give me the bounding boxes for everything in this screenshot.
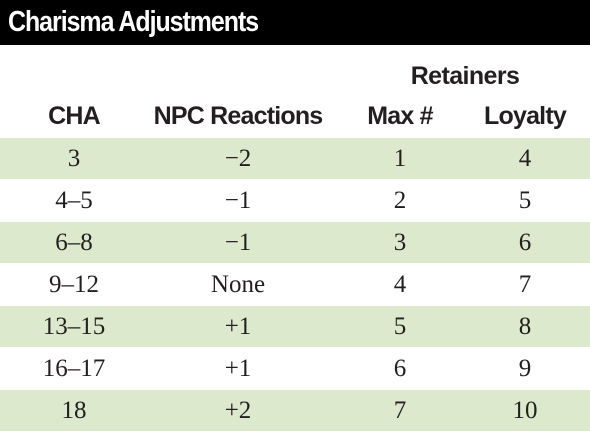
column-header-cha: CHA (48, 102, 101, 130)
cell-max-retainers: 3 (393, 229, 407, 256)
cell-max-retainers: 7 (393, 397, 407, 424)
table-title: Charisma Adjustments (8, 6, 259, 38)
table-body: 3 −2 1 4 4–5 −1 2 5 6–8 −1 3 6 9–12 None… (0, 138, 590, 432)
retainers-group-header: Retainers (410, 62, 520, 90)
cell-loyalty: 6 (518, 229, 532, 256)
cell-npc-reactions: −2 (224, 145, 252, 172)
column-headers: CHA NPC Reactions Max # Loyalty (0, 96, 590, 136)
cell-loyalty: 9 (518, 355, 532, 382)
cell-cha: 9–12 (49, 271, 99, 298)
cell-loyalty: 5 (518, 187, 532, 214)
cell-npc-reactions: −1 (224, 187, 252, 214)
cell-cha: 18 (61, 397, 87, 424)
cell-max-retainers: 1 (393, 145, 407, 172)
cell-npc-reactions: +1 (224, 355, 252, 382)
cell-max-retainers: 6 (393, 355, 407, 382)
cell-cha: 3 (67, 145, 81, 172)
title-bar: Charisma Adjustments (0, 0, 590, 45)
table-row: 9–12 None 4 7 (0, 264, 590, 305)
cell-npc-reactions: +2 (224, 397, 252, 424)
table-row: 16–17 +1 6 9 (0, 348, 590, 389)
cell-cha: 13–15 (42, 313, 106, 340)
cell-npc-reactions: None (210, 271, 266, 298)
table-row: 4–5 −1 2 5 (0, 180, 590, 221)
table-row: 3 −2 1 4 (0, 138, 590, 179)
cell-npc-reactions: +1 (224, 313, 252, 340)
table-row: 13–15 +1 5 8 (0, 306, 590, 347)
column-header-loyalty: Loyalty (484, 102, 567, 130)
cell-loyalty: 8 (518, 313, 532, 340)
column-header-npc-reactions: NPC Reactions (153, 102, 324, 130)
cell-max-retainers: 5 (393, 313, 407, 340)
cell-max-retainers: 4 (393, 271, 407, 298)
cell-loyalty: 7 (518, 271, 532, 298)
cell-cha: 16–17 (42, 355, 106, 382)
cell-max-retainers: 2 (393, 187, 407, 214)
table-row: 6–8 −1 3 6 (0, 222, 590, 263)
column-header-max-retainers: Max # (367, 102, 433, 130)
cell-loyalty: 10 (512, 397, 538, 424)
table-row: 18 +2 7 10 (0, 390, 590, 431)
cell-npc-reactions: −1 (224, 229, 252, 256)
cell-cha: 6–8 (55, 229, 93, 256)
cell-cha: 4–5 (55, 187, 93, 214)
cell-loyalty: 4 (518, 145, 532, 172)
